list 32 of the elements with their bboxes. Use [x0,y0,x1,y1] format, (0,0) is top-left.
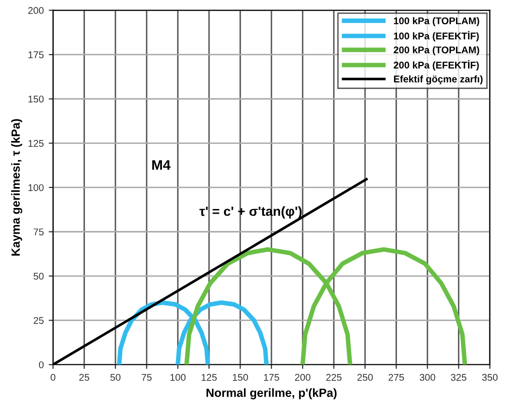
x-tick-label: 275 [388,374,404,381]
x-tick-label: 125 [202,374,217,381]
legend-label: 100 kPa (EFEKTİF) [394,31,479,42]
y-tick-label: 200 [28,7,44,14]
x-tick-label: 0 [50,374,56,381]
x-axis-title: Normal gerilme, p'(kPa) [206,388,337,400]
y-tick-label: 175 [28,51,44,58]
x-tick-label: 100 [170,374,186,381]
annotation: M4 [152,160,171,170]
y-tick-label: 75 [34,228,44,236]
x-tick-label: 25 [79,374,90,381]
x-tick-label: 325 [450,374,466,381]
x-tick-label: 75 [142,374,152,381]
x-tick-label: 175 [264,374,280,381]
x-tick-label: 300 [420,374,436,381]
x-tick-label: 350 [482,374,498,381]
x-tick-label: 50 [110,374,120,381]
y-tick-label: 150 [28,96,44,102]
legend-label: 100 kPa (TOPLAM) [394,17,480,26]
y-tick-label: 125 [28,140,44,147]
x-tick-label: 150 [232,374,248,381]
x-tick-label: 225 [326,374,342,381]
x-tick-label: 250 [357,374,373,381]
y-tick-label: 25 [34,317,44,324]
legend-label: 200 kPa (EFEKTİF) [394,60,479,70]
legend-label: Efektif göçme zarfı) [394,75,483,84]
y-tick-label: 0 [38,361,44,368]
y-tick-label: 50 [34,272,44,280]
y-axis-title: Kayma gerilmesi, τ (kPa) [11,119,22,256]
legend-label: 200 kPa (TOPLAM) [394,46,480,56]
y-tick-label: 100 [28,184,44,192]
x-tick-label: 200 [295,374,310,381]
